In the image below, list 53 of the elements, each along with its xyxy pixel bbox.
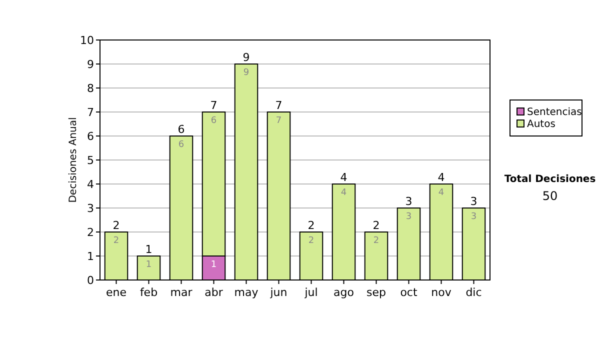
x-tick-label: dic <box>466 286 482 299</box>
data-label: 7 <box>276 116 282 126</box>
x-tick-label: mar <box>170 286 193 299</box>
legend-label: Autos <box>527 119 556 130</box>
y-tick-label: 6 <box>87 130 94 143</box>
y-tick-label: 10 <box>80 34 94 47</box>
x-tick-label: feb <box>140 286 158 299</box>
x-tick-label: jul <box>304 286 318 299</box>
y-tick-label: 7 <box>87 106 94 119</box>
text: Total Decisiones <box>504 174 596 185</box>
legend-label: Sentencias <box>527 107 582 118</box>
x-tick-label: sep <box>366 286 386 299</box>
data-label: 3 <box>470 212 477 222</box>
data-label: 2 <box>373 236 380 246</box>
text: 50 <box>542 189 558 203</box>
data-label: 1 <box>146 260 152 270</box>
total-label: 7 <box>275 99 282 112</box>
y-tick-label: 4 <box>87 178 94 191</box>
x-tick-label: nov <box>431 286 452 299</box>
y-axis-title: Decisiones Anual <box>68 117 79 203</box>
data-label: 1 <box>210 260 217 270</box>
total-label: 1 <box>145 243 152 256</box>
data-label: 9 <box>243 68 250 78</box>
y-tick-label: 0 <box>87 274 94 287</box>
total-label: 3 <box>405 195 412 208</box>
y-tick-label: 5 <box>87 154 94 167</box>
total-label: 2 <box>308 219 315 232</box>
y-tick-label: 8 <box>87 82 94 95</box>
y-tick-label: 3 <box>87 202 94 215</box>
y-tick-label: 9 <box>87 58 94 71</box>
total-label: 4 <box>340 171 348 184</box>
total-label: 7 <box>210 99 218 112</box>
x-tick-label: ago <box>334 286 354 299</box>
total-label: 9 <box>242 51 250 64</box>
data-label: 6 <box>178 140 184 150</box>
data-label: 2 <box>308 236 314 246</box>
x-tick-label: may <box>234 286 259 299</box>
data-label: 4 <box>340 188 347 198</box>
total-label: 3 <box>470 195 478 208</box>
total-label: 2 <box>372 219 380 232</box>
data-label: 3 <box>406 212 412 222</box>
data-label: 4 <box>438 188 444 198</box>
x-tick-label: ene <box>106 286 127 299</box>
total-label: 2 <box>112 219 120 232</box>
total-label: 4 <box>438 171 445 184</box>
data-label: 2 <box>113 236 120 246</box>
x-tick-label: oct <box>400 286 418 299</box>
y-tick-label: 2 <box>87 226 94 239</box>
x-tick-label: jun <box>269 286 288 299</box>
data-label: 6 <box>210 116 217 126</box>
y-tick-label: 1 <box>87 250 94 263</box>
x-tick-label: abr <box>204 286 224 299</box>
total-label: 6 <box>178 123 185 136</box>
